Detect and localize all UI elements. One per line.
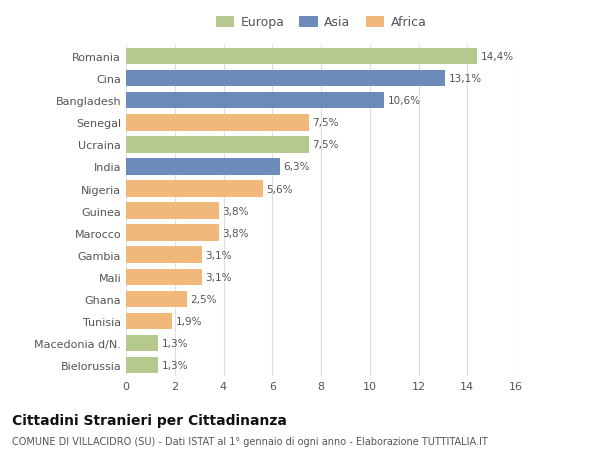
Bar [126, 291, 187, 308]
Text: 13,1%: 13,1% [449, 74, 482, 84]
Text: 10,6%: 10,6% [388, 96, 421, 106]
Text: 1,9%: 1,9% [176, 316, 202, 326]
Bar [126, 159, 280, 175]
Bar [126, 181, 263, 197]
Bar [126, 203, 218, 219]
Bar [126, 247, 202, 263]
Text: 3,8%: 3,8% [222, 206, 249, 216]
Bar [126, 225, 218, 241]
Legend: Europa, Asia, Africa: Europa, Asia, Africa [212, 12, 430, 33]
Bar [126, 71, 445, 87]
Bar [126, 137, 309, 153]
Text: 2,5%: 2,5% [191, 294, 217, 304]
Bar [126, 115, 309, 131]
Text: 7,5%: 7,5% [313, 118, 339, 128]
Text: 3,1%: 3,1% [205, 250, 232, 260]
Text: 7,5%: 7,5% [313, 140, 339, 150]
Text: 6,3%: 6,3% [283, 162, 310, 172]
Text: 1,3%: 1,3% [161, 360, 188, 370]
Text: 1,3%: 1,3% [161, 338, 188, 348]
Text: COMUNE DI VILLACIDRO (SU) - Dati ISTAT al 1° gennaio di ogni anno - Elaborazione: COMUNE DI VILLACIDRO (SU) - Dati ISTAT a… [12, 436, 488, 446]
Bar [126, 49, 477, 65]
Text: 3,8%: 3,8% [222, 228, 249, 238]
Text: Cittadini Stranieri per Cittadinanza: Cittadini Stranieri per Cittadinanza [12, 413, 287, 427]
Bar [126, 313, 172, 330]
Bar [126, 269, 202, 285]
Bar [126, 357, 158, 374]
Text: 14,4%: 14,4% [481, 52, 514, 62]
Bar [126, 335, 158, 352]
Bar [126, 93, 385, 109]
Text: 3,1%: 3,1% [205, 272, 232, 282]
Text: 5,6%: 5,6% [266, 184, 293, 194]
